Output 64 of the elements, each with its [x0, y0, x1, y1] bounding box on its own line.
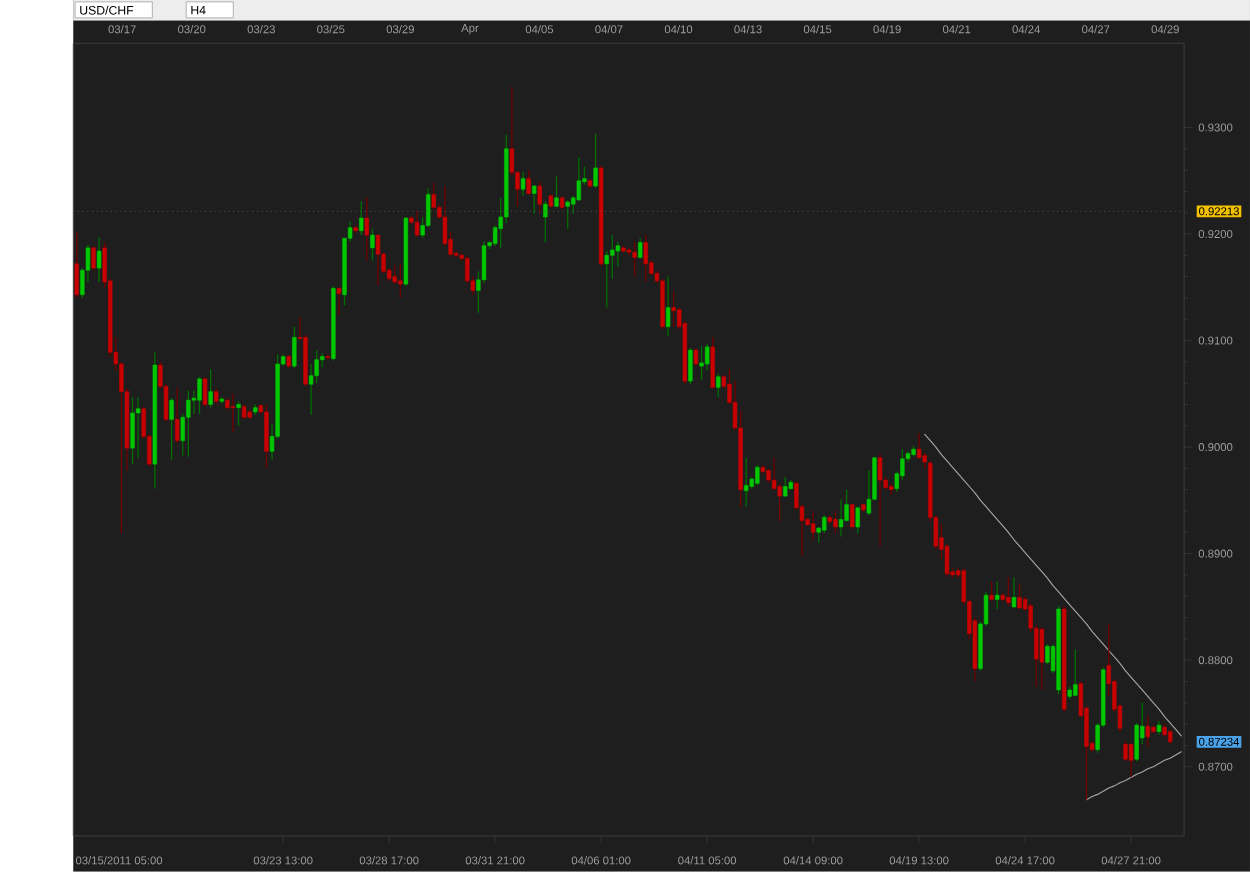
candlestick	[336, 286, 342, 316]
candlestick	[643, 234, 648, 283]
candlestick	[755, 464, 760, 487]
candlestick	[135, 396, 141, 459]
candlestick	[130, 396, 135, 465]
candlestick	[230, 393, 236, 433]
candlestick	[565, 199, 570, 230]
candlestick	[833, 510, 838, 535]
candlestick	[431, 182, 436, 211]
candlestick	[359, 200, 364, 236]
candlestick	[375, 234, 381, 286]
candlestick	[665, 276, 671, 338]
candlestick	[688, 347, 693, 386]
candlestick	[554, 175, 559, 209]
candlestick	[638, 237, 643, 260]
candlestick	[855, 506, 860, 535]
candlestick	[264, 403, 269, 470]
candlestick	[1123, 740, 1128, 763]
candlestick	[1017, 582, 1022, 610]
candlestick	[744, 457, 749, 508]
candlestick	[710, 336, 715, 390]
candlestick	[699, 345, 704, 381]
candlestick	[995, 580, 1000, 610]
candlestick	[916, 432, 922, 460]
candlestick	[520, 171, 526, 197]
candlestick	[989, 580, 994, 603]
candlestick	[370, 228, 375, 262]
candlestick	[704, 343, 710, 372]
candlestick	[91, 245, 96, 272]
candlestick	[197, 376, 202, 415]
candlestick	[632, 240, 637, 278]
candlestick	[877, 452, 883, 547]
candlestick	[810, 510, 816, 541]
candlestick	[537, 181, 542, 215]
candlestick	[175, 386, 180, 444]
candlestick	[543, 200, 548, 244]
candlestick	[660, 278, 665, 330]
candlestick	[693, 347, 699, 367]
candlestick	[1128, 742, 1134, 779]
candlestick	[292, 326, 297, 370]
candlestick	[1006, 576, 1011, 607]
candlestick	[202, 376, 208, 408]
candlestick	[671, 291, 676, 328]
candlestick	[593, 133, 598, 189]
candlestick	[716, 373, 721, 398]
candlestick	[822, 514, 827, 535]
candlestick	[1011, 576, 1017, 609]
candlestick	[1073, 648, 1078, 698]
candlestick	[208, 368, 213, 409]
candlestick	[1045, 643, 1050, 666]
candlestick	[414, 210, 420, 238]
candlestick	[364, 197, 370, 262]
candlestick	[849, 503, 855, 530]
candlestick	[398, 263, 403, 299]
candlestick	[526, 169, 531, 196]
candlestick	[186, 390, 191, 458]
candlestick	[74, 231, 79, 299]
candlestick	[1039, 626, 1045, 691]
candlestick	[236, 400, 241, 427]
candlestick	[1145, 715, 1151, 748]
candlestick	[532, 184, 537, 215]
candlestick	[838, 498, 844, 538]
candlestick	[169, 397, 174, 461]
candlestick	[96, 236, 102, 283]
